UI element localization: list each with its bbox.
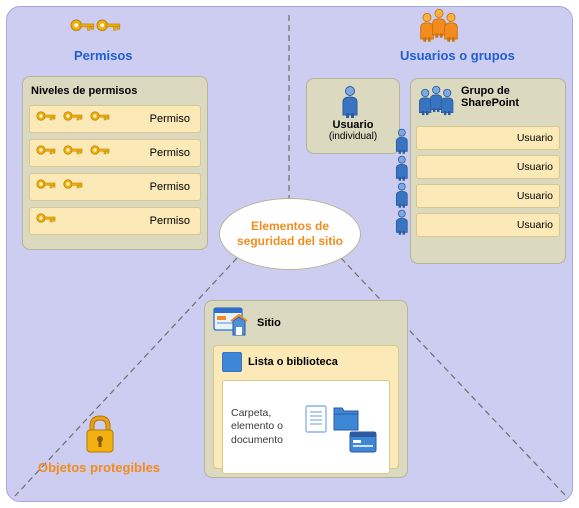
- title-securable-objects: Objetos protegibles: [38, 460, 160, 475]
- center-title-ellipse: Elementos de seguridad del sitio: [219, 198, 361, 270]
- group-user-row: Usuario: [416, 126, 560, 150]
- group-user-row: Usuario: [416, 184, 560, 208]
- center-line1: Elementos de: [237, 219, 343, 234]
- site-panel: Sitio Lista o biblioteca Carpeta, elemen…: [204, 300, 408, 478]
- list-icon: [222, 352, 242, 372]
- user-sublabel: (individual): [307, 131, 399, 142]
- permissions-levels-header: Niveles de permisos: [23, 77, 207, 99]
- site-label: Sitio: [257, 317, 281, 329]
- site-icon: [213, 307, 249, 339]
- group-user-row: Usuario: [416, 155, 560, 179]
- permission-row-label: Permiso: [150, 113, 194, 125]
- permissions-levels-panel: Niveles de permisos Permiso Permiso Permis…: [22, 76, 208, 250]
- doc-text: Carpeta, elemento o documento: [231, 407, 298, 448]
- permission-row-label: Permiso: [150, 181, 194, 193]
- permission-row-label: Permiso: [150, 147, 194, 159]
- permission-row-label: Permiso: [150, 215, 194, 227]
- individual-user-panel: Usuario (individual): [306, 78, 400, 154]
- docs-icon-cluster: [304, 398, 381, 456]
- title-permissions: Permisos: [74, 48, 133, 63]
- sharepoint-group-panel: Grupo de SharePoint Usuario Usuario Usuari…: [410, 78, 566, 264]
- center-line2: seguridad del sitio: [237, 234, 343, 249]
- group-header-icon: [418, 8, 464, 49]
- folder-item-document-panel: Carpeta, elemento o documento: [222, 380, 390, 474]
- permission-row: Permiso: [29, 105, 201, 133]
- title-users-groups: Usuarios o grupos: [400, 48, 515, 63]
- permission-row: Permiso: [29, 173, 201, 201]
- lock-icon: [80, 412, 120, 461]
- group-label-l1: Grupo de: [461, 85, 519, 97]
- permission-row: Permiso: [29, 139, 201, 167]
- permission-row: Permiso: [29, 207, 201, 235]
- list-label: Lista o biblioteca: [248, 356, 338, 368]
- list-library-panel: Lista o biblioteca Carpeta, elemento o d…: [213, 345, 399, 469]
- group-label-l2: SharePoint: [461, 97, 519, 109]
- user-label: Usuario: [307, 119, 399, 131]
- keys-header-icon: [70, 16, 126, 51]
- group-user-row: Usuario: [416, 213, 560, 237]
